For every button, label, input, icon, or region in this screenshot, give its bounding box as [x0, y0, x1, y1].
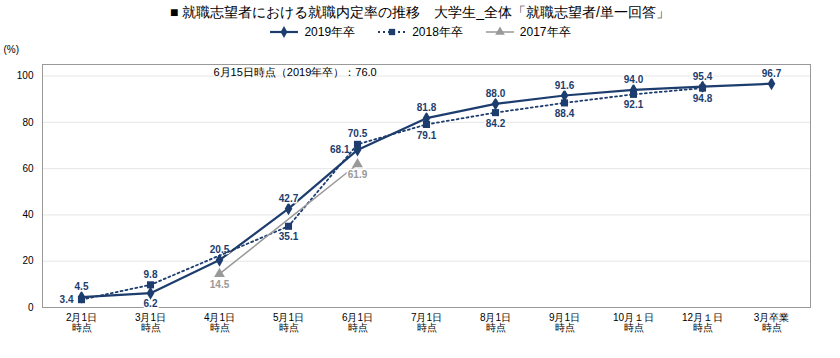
svg-text:5月1日時点: 5月1日時点 — [273, 312, 304, 333]
svg-text:3.4: 3.4 — [60, 294, 74, 305]
svg-text:96.7: 96.7 — [762, 68, 782, 79]
svg-text:8月1日時点: 8月1日時点 — [480, 312, 511, 333]
svg-text:4月1日時点: 4月1日時点 — [204, 312, 235, 333]
svg-text:91.6: 91.6 — [555, 80, 575, 91]
svg-text:61.9: 61.9 — [348, 169, 368, 180]
svg-text:60: 60 — [22, 163, 34, 174]
svg-text:0: 0 — [28, 302, 34, 313]
svg-text:100: 100 — [17, 70, 34, 81]
svg-text:12月１日時点: 12月１日時点 — [682, 312, 723, 333]
svg-text:81.8: 81.8 — [417, 102, 437, 113]
svg-text:20.5: 20.5 — [210, 244, 230, 255]
svg-text:6月1日時点: 6月1日時点 — [342, 312, 373, 333]
svg-text:6.2: 6.2 — [144, 298, 158, 309]
svg-text:10月１日時点: 10月１日時点 — [613, 312, 654, 333]
svg-text:(%): (%) — [4, 44, 20, 55]
html-text:2017年卒: 2017年卒 — [519, 25, 571, 39]
svg-text:9月1日時点: 9月1日時点 — [549, 312, 580, 333]
svg-text:95.4: 95.4 — [693, 71, 713, 82]
svg-text:3月1日時点: 3月1日時点 — [135, 312, 166, 333]
svg-text:42.7: 42.7 — [279, 193, 299, 204]
svg-text:94.8: 94.8 — [693, 93, 713, 104]
svg-text:6月15日時点（2019年卒）：76.0: 6月15日時点（2019年卒）：76.0 — [214, 66, 377, 78]
svg-text:9.8: 9.8 — [144, 269, 158, 280]
svg-text:2月1日時点: 2月1日時点 — [66, 312, 97, 333]
svg-text:92.1: 92.1 — [624, 99, 644, 110]
svg-text:84.2: 84.2 — [486, 118, 506, 129]
html-text:2018年卒: 2018年卒 — [412, 25, 463, 39]
svg-text:14.5: 14.5 — [210, 279, 230, 290]
svg-text:4.5: 4.5 — [75, 281, 89, 292]
svg-text:88.0: 88.0 — [486, 88, 506, 99]
svg-text:68.1: 68.1 — [330, 144, 350, 155]
svg-text:35.1: 35.1 — [279, 231, 299, 242]
svg-text:70.5: 70.5 — [348, 128, 368, 139]
svg-text:88.4: 88.4 — [555, 108, 575, 119]
svg-text:94.0: 94.0 — [624, 74, 644, 85]
svg-text:40: 40 — [22, 209, 34, 220]
html-text:■ 就職志望者における就職内定率の推移 大学生_全体「就職志: ■ 就職志望者における就職内定率の推移 大学生_全体「就職志望者/単一回答」 — [170, 4, 670, 20]
html-text:2019年卒: 2019年卒 — [304, 25, 356, 39]
svg-text:20: 20 — [22, 255, 34, 266]
svg-text:7月1日時点: 7月1日時点 — [411, 312, 442, 333]
svg-text:3月卒業時点: 3月卒業時点 — [754, 312, 790, 333]
svg-text:79.1: 79.1 — [417, 130, 437, 141]
svg-text:80: 80 — [22, 117, 34, 128]
